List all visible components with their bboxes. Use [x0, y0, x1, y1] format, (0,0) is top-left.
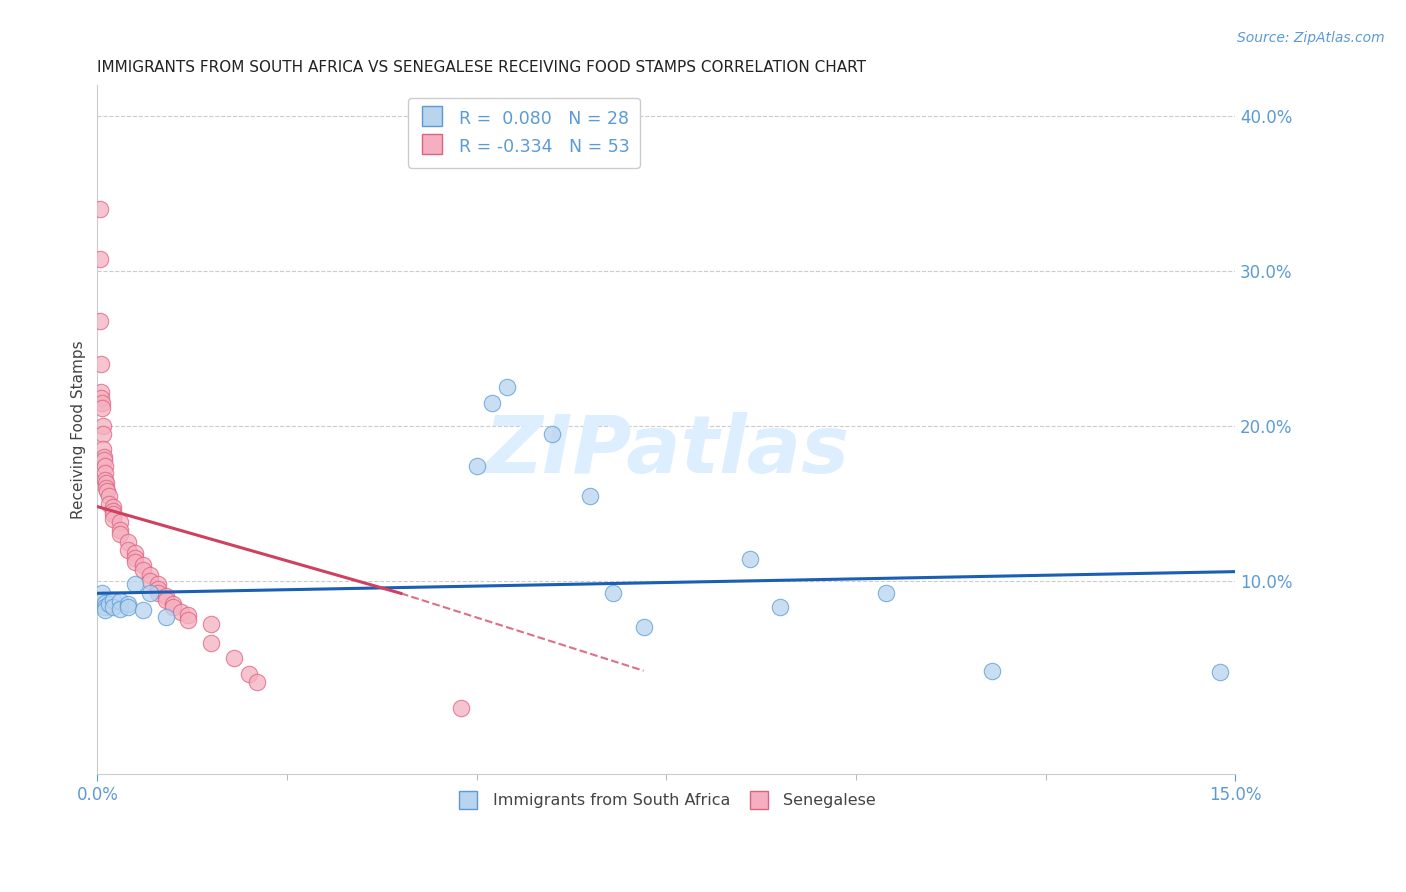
Point — [96, 476, 118, 491]
Point — [97, 489, 120, 503]
Point — [146, 586, 169, 600]
Point — [90, 391, 112, 405]
Point — [124, 577, 146, 591]
Point — [155, 609, 177, 624]
Point — [602, 586, 624, 600]
Point — [132, 563, 155, 577]
Point — [155, 590, 177, 604]
Point — [450, 701, 472, 715]
Point — [108, 594, 131, 608]
Point — [89, 202, 111, 217]
Point — [93, 442, 115, 457]
Point — [108, 523, 131, 537]
Point — [124, 555, 146, 569]
Point — [246, 674, 269, 689]
Point — [101, 592, 124, 607]
Point — [162, 600, 184, 615]
Point — [200, 617, 222, 632]
Point — [93, 453, 115, 467]
Point — [94, 466, 117, 480]
Point — [101, 504, 124, 518]
Point — [496, 380, 519, 394]
Point — [94, 603, 117, 617]
Point — [101, 600, 124, 615]
Point — [91, 419, 114, 434]
Point — [96, 481, 118, 495]
Point — [90, 401, 112, 415]
Y-axis label: Receiving Food Stamps: Receiving Food Stamps — [72, 341, 86, 519]
Point — [155, 592, 177, 607]
Point — [633, 620, 655, 634]
Text: Source: ZipAtlas.com: Source: ZipAtlas.com — [1237, 31, 1385, 45]
Point — [170, 605, 193, 619]
Point — [139, 586, 162, 600]
Point — [117, 535, 139, 549]
Point — [90, 357, 112, 371]
Point — [875, 586, 897, 600]
Point — [97, 496, 120, 510]
Point — [91, 426, 114, 441]
Point — [101, 500, 124, 514]
Point — [769, 600, 792, 615]
Point — [132, 603, 155, 617]
Point — [177, 607, 200, 622]
Point — [465, 459, 488, 474]
Point — [101, 512, 124, 526]
Point — [146, 577, 169, 591]
Point — [117, 600, 139, 615]
Point — [93, 592, 115, 607]
Point — [124, 550, 146, 565]
Legend: Immigrants from South Africa, Senegalese: Immigrants from South Africa, Senegalese — [450, 787, 883, 814]
Point — [117, 543, 139, 558]
Point — [94, 596, 117, 610]
Point — [108, 527, 131, 541]
Point — [90, 385, 112, 400]
Point — [101, 508, 124, 522]
Point — [200, 636, 222, 650]
Point — [94, 600, 117, 615]
Point — [162, 597, 184, 611]
Point — [177, 613, 200, 627]
Point — [222, 651, 245, 665]
Point — [981, 664, 1004, 678]
Point — [132, 558, 155, 573]
Point — [94, 473, 117, 487]
Point — [94, 459, 117, 474]
Point — [124, 546, 146, 560]
Text: ZIPatlas: ZIPatlas — [484, 411, 849, 490]
Point — [90, 586, 112, 600]
Point — [89, 252, 111, 266]
Point — [96, 484, 118, 499]
Point — [579, 489, 602, 503]
Point — [93, 450, 115, 464]
Point — [97, 597, 120, 611]
Point — [89, 314, 111, 328]
Point — [738, 552, 761, 566]
Point — [1209, 665, 1232, 680]
Point — [90, 396, 112, 410]
Point — [238, 666, 260, 681]
Text: IMMIGRANTS FROM SOUTH AFRICA VS SENEGALESE RECEIVING FOOD STAMPS CORRELATION CHA: IMMIGRANTS FROM SOUTH AFRICA VS SENEGALE… — [97, 60, 866, 75]
Point — [139, 567, 162, 582]
Point — [146, 582, 169, 596]
Point — [139, 574, 162, 588]
Point — [108, 515, 131, 529]
Point — [108, 602, 131, 616]
Point — [481, 396, 503, 410]
Point — [541, 426, 564, 441]
Point — [117, 597, 139, 611]
